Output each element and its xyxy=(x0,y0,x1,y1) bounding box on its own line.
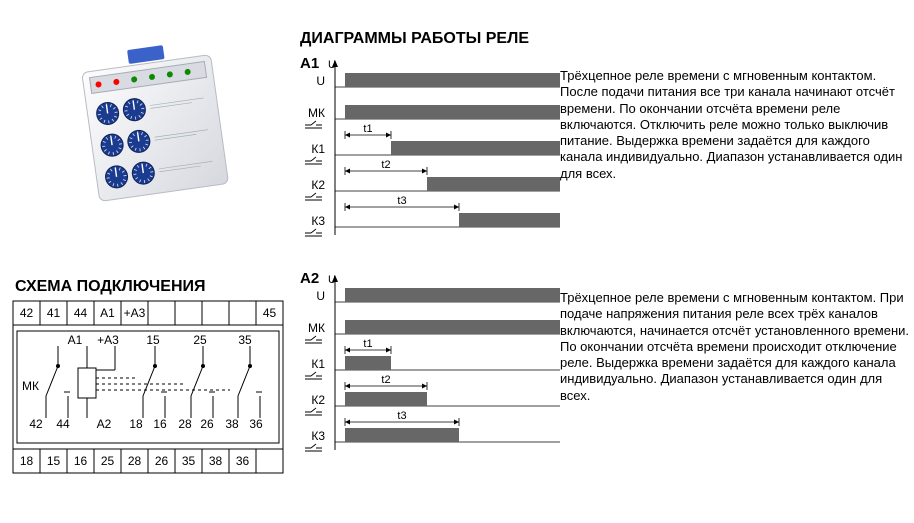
svg-text:t1: t1 xyxy=(363,123,372,135)
svg-text:t2: t2 xyxy=(381,159,390,171)
svg-text:28: 28 xyxy=(178,417,192,431)
connection-schematic: 424144A1+A345181516252826353836A1+A31525… xyxy=(12,300,284,477)
svg-text:25: 25 xyxy=(101,454,115,468)
timing-diagram-a1: A1 U U МК К1 t1 К2 t2 К3 t3 xyxy=(300,55,560,255)
svg-text:К2: К2 xyxy=(311,178,325,192)
a1-description: Трёхцепное реле времени с мгновенным кон… xyxy=(560,68,910,182)
svg-text:44: 44 xyxy=(56,417,70,431)
svg-text:42: 42 xyxy=(20,306,34,320)
svg-text:t2: t2 xyxy=(381,374,390,386)
svg-text:36: 36 xyxy=(236,454,250,468)
svg-text:44: 44 xyxy=(74,306,88,320)
a2-description: Трёхцепное реле времени с мгновенным кон… xyxy=(560,290,910,404)
svg-text:К1: К1 xyxy=(311,142,325,156)
svg-text:A1: A1 xyxy=(68,333,83,347)
svg-text:К3: К3 xyxy=(311,429,325,443)
svg-text:26: 26 xyxy=(155,454,169,468)
svg-text:25: 25 xyxy=(193,333,207,347)
svg-text:41: 41 xyxy=(47,306,61,320)
a1-u-sub: U xyxy=(328,59,336,71)
a2-u-sub: U xyxy=(328,274,336,286)
svg-text:45: 45 xyxy=(263,306,277,320)
svg-text:18: 18 xyxy=(20,454,34,468)
timing-diagram-a2: A2 U U МК К1 t1 К2 t2 К3 t3 xyxy=(300,270,560,480)
svg-text:U: U xyxy=(316,289,325,303)
svg-text:15: 15 xyxy=(47,454,61,468)
svg-text:15: 15 xyxy=(146,333,160,347)
svg-text:t3: t3 xyxy=(397,410,406,422)
svg-text:36: 36 xyxy=(249,417,263,431)
svg-text:МК: МК xyxy=(308,321,325,335)
svg-text:t3: t3 xyxy=(397,195,406,207)
svg-text:+A3: +A3 xyxy=(97,333,119,347)
svg-text:16: 16 xyxy=(74,454,88,468)
svg-text:38: 38 xyxy=(209,454,223,468)
svg-text:t1: t1 xyxy=(363,338,372,350)
a1-label: A1 xyxy=(300,55,319,72)
svg-text:38: 38 xyxy=(225,417,239,431)
svg-text:28: 28 xyxy=(128,454,142,468)
a2-label: A2 xyxy=(300,270,319,287)
svg-text:МК: МК xyxy=(22,379,39,393)
svg-text:26: 26 xyxy=(200,417,214,431)
svg-text:42: 42 xyxy=(29,417,43,431)
svg-text:16: 16 xyxy=(153,417,167,431)
svg-text:18: 18 xyxy=(129,417,143,431)
svg-text:+A3: +A3 xyxy=(124,306,146,320)
svg-text:A2: A2 xyxy=(97,417,112,431)
scheme-title: СХЕМА ПОДКЛЮЧЕНИЯ xyxy=(15,278,206,296)
svg-text:U: U xyxy=(316,74,325,88)
device-image xyxy=(75,45,235,210)
diagrams-title: ДИАГРАММЫ РАБОТЫ РЕЛЕ xyxy=(300,30,529,48)
svg-text:К3: К3 xyxy=(311,214,325,228)
svg-text:A1: A1 xyxy=(100,306,115,320)
svg-text:К2: К2 xyxy=(311,393,325,407)
svg-text:МК: МК xyxy=(308,106,325,120)
svg-text:35: 35 xyxy=(238,333,252,347)
svg-text:35: 35 xyxy=(182,454,196,468)
svg-text:К1: К1 xyxy=(311,357,325,371)
